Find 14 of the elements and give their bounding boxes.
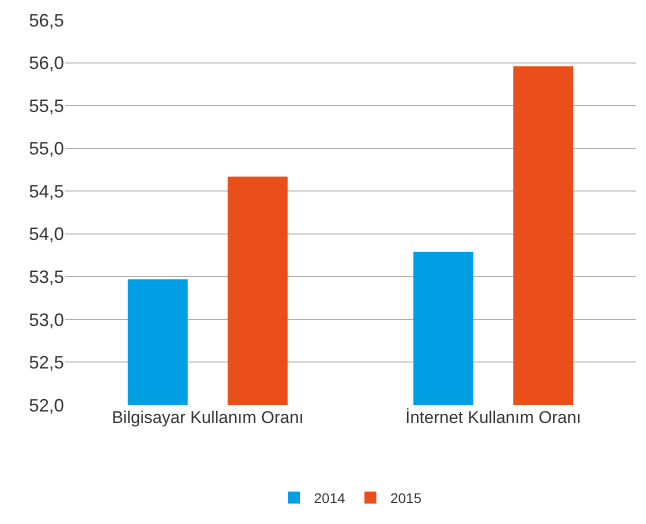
y-tick-label: 52,5 [28,352,64,373]
y-tick-label: 56,0 [28,53,64,74]
legend-label: 2014 [314,490,346,506]
x-tick-label: İnternet Kullanım Oranı [405,408,582,427]
y-tick-label: 56,5 [28,10,64,30]
x-tick-label: Bilgisayar Kullanım Oranı [112,408,304,427]
y-tick-label: 54,0 [28,224,64,244]
legend-label: 2015 [390,490,422,506]
y-tick-label: 55,0 [28,138,64,159]
y-tick-label: 53,0 [28,310,64,330]
y-tick-label: 53,5 [28,266,64,287]
y-tick-label: 55,5 [28,96,64,116]
y-tick-label: 52,0 [28,395,64,416]
y-tick-label: 54,5 [28,181,64,202]
